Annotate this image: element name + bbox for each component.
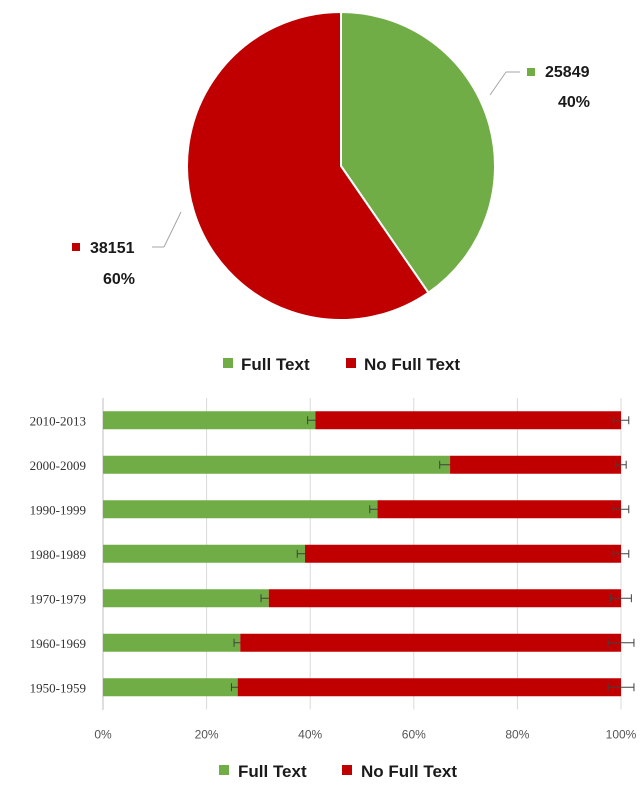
bar-no-full-text-1950-1959 bbox=[237, 678, 621, 697]
bar-full-text-2010-2013 bbox=[103, 411, 316, 430]
pie-legend: Full Text No Full Text bbox=[223, 355, 460, 374]
bar-no-full-text-1990-1999 bbox=[377, 500, 621, 519]
bar-category-label-2000-2009: 2000-2009 bbox=[30, 458, 86, 473]
pie-slices bbox=[186, 10, 496, 321]
bar-tick-label-100: 100% bbox=[606, 728, 637, 742]
bar-tick-label-80: 80% bbox=[505, 728, 529, 742]
bar-tick-label-60: 60% bbox=[402, 728, 426, 742]
bar-category-labels: 2010-2013 2000-2009 1990-1999 1980-1989 1970… bbox=[30, 413, 86, 695]
pie-value-label-no-full-text: 38151 bbox=[90, 240, 135, 257]
bar-category-label-2010-2013: 2010-2013 bbox=[30, 413, 86, 428]
bar-tick-label-0: 0% bbox=[94, 728, 112, 742]
bar-full-text-2000-2009 bbox=[103, 455, 451, 474]
bar-tick-label-40: 40% bbox=[298, 728, 322, 742]
pie-chart: 25849 40% 38151 60% Full Text No Full Te… bbox=[72, 10, 590, 374]
pie-slice-no-full-text bbox=[186, 10, 430, 321]
pie-value-label-full-text: 25849 bbox=[545, 64, 590, 81]
pie-leader-full-text bbox=[489, 71, 507, 96]
pie-legend-label-no-full-text: No Full Text bbox=[364, 355, 460, 374]
bar-category-label-1970-1979: 1970-1979 bbox=[30, 591, 86, 606]
pie-label-marker-no-full-text bbox=[72, 243, 80, 251]
pie-slice-full-text bbox=[340, 10, 496, 295]
error-bar-no-full-text-1990-1999 bbox=[612, 505, 630, 514]
bar-legend-swatch-no-full-text bbox=[342, 765, 352, 775]
bar-category-label-1980-1989: 1980-1989 bbox=[30, 547, 86, 562]
error-bar-no-full-text-2000-2009 bbox=[615, 460, 627, 469]
bar-category-label-1960-1969: 1960-1969 bbox=[30, 636, 86, 651]
pie-leader-no-full-text bbox=[163, 211, 182, 248]
pie-legend-label-full-text: Full Text bbox=[241, 355, 310, 374]
bar-no-full-text-2010-2013 bbox=[315, 411, 621, 430]
pie-legend-swatch-full-text bbox=[223, 358, 233, 368]
bar-category-label-1990-1999: 1990-1999 bbox=[30, 502, 86, 517]
pie-percent-label-full-text: 40% bbox=[558, 94, 590, 111]
bar-full-text-1970-1979 bbox=[103, 589, 269, 608]
bar-legend-swatch-full-text bbox=[219, 765, 229, 775]
bar-full-text-1960-1969 bbox=[103, 633, 241, 652]
pie-percent-label-no-full-text: 60% bbox=[103, 271, 135, 288]
bar-tick-labels: 0% 20% 40% 60% 80% 100% bbox=[94, 728, 636, 742]
pie-label-marker-full-text bbox=[527, 68, 535, 76]
bar-no-full-text-1960-1969 bbox=[240, 633, 621, 652]
bar-no-full-text-1970-1979 bbox=[268, 589, 621, 608]
error-bar-no-full-text-2010-2013 bbox=[612, 416, 630, 425]
bar-full-text-1950-1959 bbox=[103, 678, 238, 697]
bar-no-full-text-1980-1989 bbox=[305, 544, 621, 563]
error-bar-no-full-text-1980-1989 bbox=[612, 549, 630, 558]
bar-tick-label-20: 20% bbox=[195, 728, 219, 742]
bar-legend: Full Text No Full Text bbox=[219, 762, 457, 781]
bar-marks bbox=[103, 411, 635, 697]
bar-full-text-1980-1989 bbox=[103, 544, 306, 563]
bar-category-label-1950-1959: 1950-1959 bbox=[30, 680, 86, 695]
error-bar-no-full-text-1970-1979 bbox=[610, 594, 632, 603]
bar-no-full-text-2000-2009 bbox=[450, 455, 621, 474]
bar-chart: 2010-2013 2000-2009 1990-1999 1980-1989 1970… bbox=[30, 398, 637, 781]
pie-legend-swatch-no-full-text bbox=[346, 358, 356, 368]
error-bar-no-full-text-1960-1969 bbox=[607, 638, 635, 647]
bar-full-text-1990-1999 bbox=[103, 500, 378, 519]
error-bar-no-full-text-1950-1959 bbox=[607, 683, 635, 692]
bar-legend-label-no-full-text: No Full Text bbox=[361, 762, 457, 781]
bar-legend-label-full-text: Full Text bbox=[238, 762, 307, 781]
